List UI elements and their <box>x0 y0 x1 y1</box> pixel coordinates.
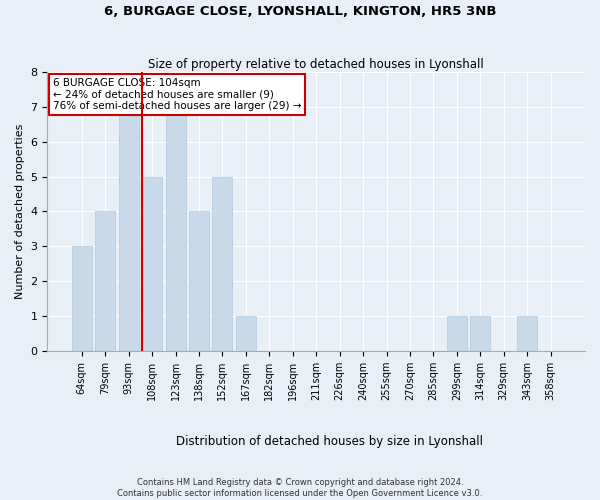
Text: Distribution of detached houses by size in Lyonshall: Distribution of detached houses by size … <box>176 435 484 448</box>
Bar <box>447 316 467 351</box>
Text: Contains HM Land Registry data © Crown copyright and database right 2024.
Contai: Contains HM Land Registry data © Crown c… <box>118 478 482 498</box>
Bar <box>72 246 92 351</box>
Bar <box>517 316 537 351</box>
Text: 6, BURGAGE CLOSE, LYONSHALL, KINGTON, HR5 3NB: 6, BURGAGE CLOSE, LYONSHALL, KINGTON, HR… <box>104 5 496 18</box>
Bar <box>95 212 115 351</box>
Bar <box>236 316 256 351</box>
Bar <box>212 176 232 351</box>
Y-axis label: Number of detached properties: Number of detached properties <box>15 124 25 299</box>
Bar <box>142 176 162 351</box>
Text: 6 BURGAGE CLOSE: 104sqm
← 24% of detached houses are smaller (9)
76% of semi-det: 6 BURGAGE CLOSE: 104sqm ← 24% of detache… <box>53 78 301 111</box>
Bar <box>119 107 139 351</box>
Bar <box>166 107 185 351</box>
Title: Size of property relative to detached houses in Lyonshall: Size of property relative to detached ho… <box>148 58 484 71</box>
Bar <box>470 316 490 351</box>
Bar <box>189 212 209 351</box>
